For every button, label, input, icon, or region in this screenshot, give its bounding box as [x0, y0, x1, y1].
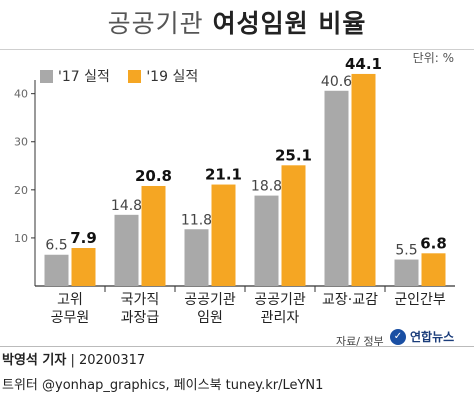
- bar-2019: [351, 73, 376, 287]
- credit-date: 20200317: [78, 353, 146, 368]
- yonhap-logo: ✓ 연합뉴스: [390, 328, 454, 345]
- category-label: 공공기관: [254, 292, 306, 308]
- bar-value-label: 18.8: [251, 179, 282, 195]
- bar-2017: [114, 214, 139, 286]
- y-tick-label: 30: [14, 136, 28, 149]
- legend-item-2017: '17 실적: [40, 66, 110, 86]
- yonhap-logo-text: 연합뉴스: [410, 330, 455, 344]
- bar-2019: [421, 253, 446, 286]
- bar-2017: [44, 254, 69, 286]
- legend-item-2019: '19 실적: [128, 66, 198, 86]
- bar-value-label: 40.6: [321, 74, 352, 90]
- bar-value-label: 25.1: [275, 146, 312, 164]
- title-part1: 공공기관: [107, 9, 204, 38]
- bar-2017: [324, 90, 349, 286]
- credit-author: 박영석 기자: [2, 353, 67, 368]
- bar-value-label: 44.1: [345, 55, 382, 73]
- bar-2019: [281, 165, 306, 286]
- legend-swatch-2017: [40, 69, 53, 83]
- bar-value-label: 20.8: [135, 167, 172, 185]
- unit-label: 단위: %: [412, 51, 454, 65]
- bar-2017: [254, 195, 279, 286]
- category-label: 임원: [197, 310, 223, 326]
- bar-2017: [394, 259, 419, 286]
- yonhap-logo-icon: ✓: [390, 328, 406, 345]
- category-label: 군인간부: [394, 292, 446, 308]
- credit-social: 트위터 @yonhap_graphics, 페이스북 tuney.kr/LeYN…: [2, 378, 324, 393]
- legend-label-2017: '17 실적: [58, 69, 110, 85]
- bar-value-label: 14.8: [111, 198, 142, 214]
- source-label: 자료/ 정부: [336, 335, 384, 348]
- y-tick-label: 10: [14, 232, 28, 245]
- category-label: 공공기관: [184, 292, 236, 308]
- bar-2019: [71, 248, 96, 286]
- bar-value-label: 11.8: [181, 212, 212, 228]
- bar-value-label: 6.8: [420, 234, 447, 252]
- bar-value-label: 21.1: [205, 166, 242, 184]
- legend-swatch-2019: [128, 69, 142, 83]
- category-label: 국가직: [121, 292, 160, 308]
- category-label: 과장급: [121, 310, 160, 326]
- bar-value-label: 5.5: [395, 243, 417, 259]
- title-part2: 여성임원 비율: [212, 9, 367, 38]
- category-label: 공무원: [51, 310, 90, 326]
- credit-separator: |: [70, 353, 79, 368]
- chart-title: 공공기관 여성임원 비율: [0, 4, 474, 40]
- y-tick-label: 40: [14, 88, 28, 101]
- credit-line: 박영석 기자 | 20200317: [2, 349, 145, 368]
- footer-divider: [0, 346, 474, 347]
- legend: '17 실적 '19 실적: [40, 66, 212, 87]
- legend-label-2019: '19 실적: [146, 69, 199, 85]
- category-label: 교장·교감: [322, 292, 378, 308]
- bar-2019: [141, 185, 166, 286]
- category-label: 관리자: [261, 310, 300, 326]
- bar-value-label: 7.9: [70, 229, 97, 247]
- category-label: 고위: [57, 292, 83, 308]
- bar-value-label: 6.5: [45, 238, 67, 254]
- bar-2017: [184, 229, 209, 286]
- title-divider: [0, 49, 474, 50]
- bar-2019: [211, 184, 236, 286]
- y-tick-label: 20: [14, 184, 28, 197]
